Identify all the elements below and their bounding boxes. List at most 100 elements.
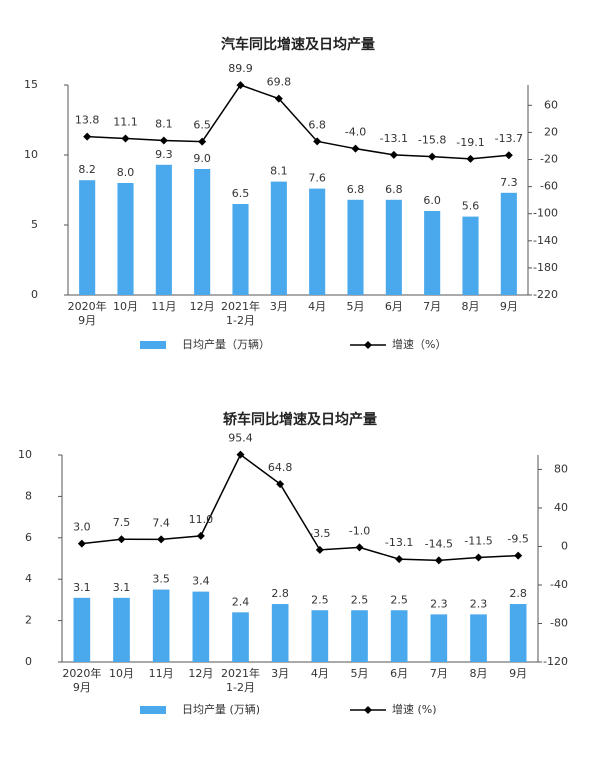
bar-label: 9.0: [193, 152, 211, 165]
y2-tick-label: -40: [550, 578, 568, 591]
bar: [462, 216, 479, 295]
bar-label: 6.5: [232, 187, 250, 200]
line-label: -1.0: [349, 524, 370, 537]
bar-label: 6.8: [385, 183, 403, 196]
y2-tick-label: -80: [550, 616, 568, 629]
line-label: 11.1: [113, 115, 138, 128]
x-tick-label: 3月: [270, 300, 288, 313]
legend-marker: [364, 706, 372, 714]
line: [81, 453, 519, 562]
y2-tick-label: 0: [561, 539, 568, 552]
marker: [276, 480, 285, 489]
marker: [77, 539, 86, 548]
x-tick-label: 10月: [113, 300, 138, 313]
y-tick-label: 0: [31, 288, 38, 301]
x-tick-label: 4月: [311, 667, 329, 680]
x-tick-label: 3月: [271, 667, 289, 680]
x-tick-label: 5月: [351, 667, 369, 680]
line-label: 7.5: [113, 516, 131, 529]
marker: [389, 150, 398, 159]
bar-label: 2.5: [351, 593, 369, 606]
line-label: -9.5: [507, 533, 528, 546]
legend-swatch: [140, 341, 166, 349]
marker: [395, 555, 404, 564]
x-tick-label: 9月: [509, 667, 527, 680]
legend-swatch: [140, 706, 166, 714]
marker: [504, 151, 513, 160]
line-label: 7.4: [152, 516, 170, 529]
x-tick-label: 6月: [390, 667, 408, 680]
x-tick-label: 7月: [430, 667, 448, 680]
bar-label: 3.1: [113, 581, 131, 594]
y-tick-label: 4: [25, 572, 32, 585]
x-tick-label: 8月: [470, 667, 488, 680]
line-label: -4.0: [345, 126, 366, 139]
line-label: -11.5: [464, 535, 492, 548]
line-label: 6.8: [308, 118, 326, 131]
bar-label: 3.4: [192, 575, 210, 588]
bar-label: 8.0: [117, 166, 135, 179]
line-label: 95.4: [228, 432, 253, 445]
bar: [470, 614, 487, 662]
legend-label: 增速（%）: [392, 337, 446, 351]
x-tick-label: 2021年 1-2月: [221, 299, 260, 327]
line-label: 69.8: [267, 76, 292, 89]
bar: [194, 169, 211, 295]
y2-tick-label: 80: [554, 462, 568, 475]
line-label: 64.8: [268, 461, 293, 474]
marker: [157, 535, 166, 544]
y2-tick-label: -120: [543, 655, 568, 668]
bar: [117, 183, 134, 295]
bar-label: 8.1: [270, 165, 288, 178]
marker: [434, 556, 443, 565]
line-label: 89.9: [228, 62, 253, 75]
marker: [315, 545, 324, 554]
y-tick-label: 8: [25, 489, 32, 502]
x-tick-label: 8月: [462, 300, 480, 313]
marker: [121, 134, 130, 143]
line-label: -14.5: [425, 537, 453, 550]
y2-tick-label: -100: [533, 207, 558, 220]
bar-label: 2.5: [311, 593, 329, 606]
bar: [509, 604, 527, 662]
bar-label: 8.2: [78, 163, 96, 176]
x-tick-label: 2020年 9月: [62, 666, 101, 694]
bar: [232, 204, 249, 295]
marker: [428, 152, 437, 161]
line-label: -13.1: [380, 132, 408, 145]
bar: [271, 604, 289, 662]
bar: [311, 610, 329, 662]
x-tick-label: 12月: [190, 300, 215, 313]
bar-label: 2.5: [390, 593, 408, 606]
marker: [236, 81, 245, 90]
x-tick-label: 11月: [151, 300, 176, 313]
x-tick-label: 6月: [385, 300, 403, 313]
chart-title: 汽车同比增速及日均产量: [221, 36, 375, 53]
bar: [155, 164, 172, 295]
x-tick-label: 2021年 1-2月: [221, 666, 260, 694]
line-label: 8.1: [155, 117, 173, 130]
marker: [236, 450, 245, 459]
legend-label: 日均产量（万辆）: [182, 337, 270, 351]
marker: [355, 543, 364, 552]
y2-tick-label: -140: [533, 234, 558, 247]
y2-tick-label: -180: [533, 261, 558, 274]
bar: [500, 192, 517, 295]
bar-label: 3.5: [152, 573, 170, 586]
marker: [474, 553, 483, 562]
bar: [79, 180, 96, 295]
y-tick-label: 5: [31, 218, 38, 231]
bar: [73, 597, 91, 662]
bar-label: 9.3: [155, 148, 173, 161]
y2-tick-label: -220: [533, 288, 558, 301]
bar-label: 2.3: [470, 597, 488, 610]
legend-label: 增速 (%): [392, 702, 437, 716]
y2-tick-label: -60: [540, 180, 558, 193]
marker: [274, 94, 283, 103]
marker: [198, 137, 207, 146]
bar: [152, 589, 170, 662]
y2-tick-label: 20: [544, 125, 558, 138]
chart-title: 轿车同比增速及日均产量: [223, 411, 377, 428]
marker: [466, 154, 475, 163]
line-label: 11.0: [189, 513, 214, 526]
